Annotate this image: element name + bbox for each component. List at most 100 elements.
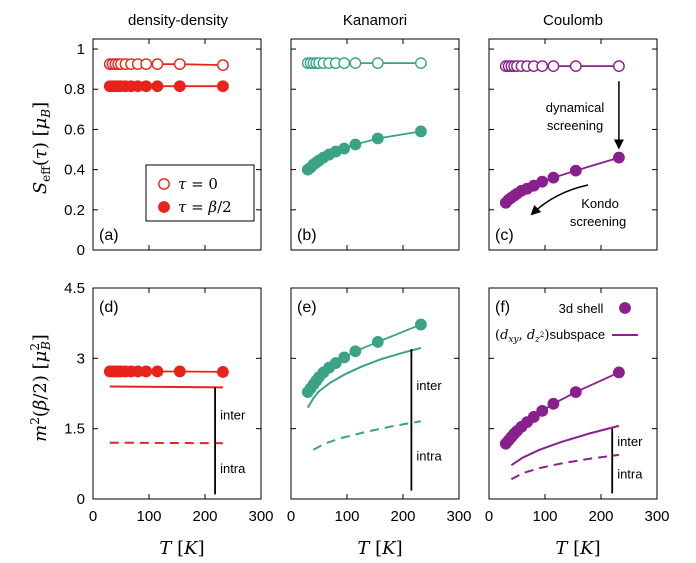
series-b-0 (303, 58, 427, 68)
legend-a: τ = 0 τ = β/2 (146, 165, 254, 221)
data-point (548, 172, 558, 182)
data-point (175, 59, 185, 69)
x-tick-label: 100 (136, 508, 161, 525)
y-tick-label: 0 (77, 242, 85, 259)
data-point (537, 406, 547, 416)
data-point (339, 352, 349, 362)
panel-label: (f) (495, 299, 510, 316)
x-tick-label: 300 (248, 508, 273, 525)
x-axis-label-col2: T [K] (357, 538, 402, 559)
inter-label: inter (416, 378, 442, 393)
data-point (614, 152, 624, 162)
panel-label: (d) (99, 299, 119, 316)
series-line (110, 443, 223, 444)
legend-marker-filled (159, 202, 169, 212)
inter-intra-f: inter intra (612, 429, 643, 494)
x-axis-label-col3: T [K] (555, 538, 600, 559)
data-point (571, 165, 581, 175)
x-tick-label: 200 (588, 508, 613, 525)
panel-label: (a) (99, 227, 119, 244)
data-point (175, 366, 185, 376)
legend-marker-3d (620, 303, 630, 313)
y-tick-label: 0 (77, 491, 85, 508)
intra-label: intra (617, 466, 643, 481)
annotation-screening: screening (547, 118, 603, 133)
series-d-2 (110, 443, 223, 444)
data-point (152, 81, 162, 91)
y-tick-label: 0.2 (64, 202, 85, 219)
inter-intra-d: interintra (215, 387, 246, 494)
data-point (141, 366, 151, 376)
series-d-1 (110, 387, 223, 388)
svg-text:T [K]: T [K] (555, 538, 600, 559)
data-point (350, 58, 360, 68)
y-axis-label-bottom: m2(β/2) [μ2B] (28, 334, 53, 442)
data-point (571, 387, 581, 397)
data-point (373, 133, 383, 143)
intra-label: intra (416, 449, 442, 464)
svg-text:T [K]: T [K] (159, 538, 204, 559)
panel-d: 0 100 200 300 0 1.5 3 4.5 (d) (64, 280, 273, 525)
data-point (548, 61, 558, 71)
legend-marker-open (159, 179, 169, 189)
y-tick-label: 1 (77, 41, 85, 58)
data-point (373, 337, 383, 347)
x-tick-label: 100 (532, 508, 557, 525)
x-axis-label-col1: T [K] (159, 538, 204, 559)
legend-label-3d-shell: 3d shell (559, 301, 604, 316)
data-point (416, 126, 426, 136)
series-e-2 (313, 421, 421, 450)
series-f-2 (511, 455, 619, 479)
legend-f: 3d shell (dxy, dz2)subspace (495, 301, 638, 345)
data-point (571, 61, 581, 71)
data-point (373, 58, 383, 68)
x-tick-label: 200 (192, 508, 217, 525)
connecting-line (506, 372, 619, 443)
y-tick-label: 0.6 (64, 121, 85, 138)
data-point (141, 81, 151, 91)
data-point (152, 59, 162, 69)
data-point (614, 367, 624, 377)
x-tick-label: 100 (334, 508, 359, 525)
series-line (511, 426, 619, 465)
kondo-screening-arrow (532, 185, 588, 214)
y-axis-label-top: Seff(τ) [μB] (30, 102, 53, 194)
legend-label-tau0: τ = 0 (178, 175, 218, 193)
panel-e: 0 100 200 300 (e) (287, 288, 472, 525)
column-title-coulomb: Coulomb (543, 12, 603, 29)
data-point (537, 176, 547, 186)
legend-label-tau-half: τ = β/2 (178, 198, 232, 216)
svg-text:T [K]: T [K] (357, 538, 402, 559)
series-line (313, 421, 421, 450)
series-f-0 (501, 367, 625, 449)
legend-label-subspace: (dxy, dz2)subspace (495, 327, 605, 345)
svg-text:Seff(τ) [μB]: Seff(τ) [μB] (30, 102, 53, 194)
series-d-0 (105, 366, 229, 377)
inter-intra-e: inter intra (411, 349, 442, 491)
series-line (110, 387, 223, 388)
annotations-c: dynamical screening Kondo screening (532, 81, 626, 229)
series-a-0 (105, 59, 229, 70)
series-c-0 (501, 61, 625, 71)
inter-label: inter (220, 407, 246, 422)
x-tick-label: 200 (390, 508, 415, 525)
x-tick-label: 0 (485, 508, 493, 525)
y-tick-label: 1.5 (64, 421, 85, 438)
connecting-line (308, 325, 421, 393)
connecting-line (308, 131, 421, 169)
series-f-1 (511, 426, 619, 465)
annotation-kondo-screening: screening (570, 214, 626, 229)
data-point (350, 139, 360, 149)
data-point (416, 319, 426, 329)
data-point (416, 58, 426, 68)
column-title-density-density: density-density (128, 12, 229, 29)
panel-label: (e) (297, 299, 317, 316)
data-point (339, 143, 349, 153)
data-point (141, 59, 151, 69)
data-point (218, 60, 228, 70)
data-point (218, 367, 228, 377)
series-e-0 (303, 319, 427, 397)
panel-f: 0 100 200 300 (f) (485, 288, 670, 525)
y-tick-label: 3 (77, 350, 85, 367)
annotation-dynamical: dynamical (546, 100, 605, 115)
